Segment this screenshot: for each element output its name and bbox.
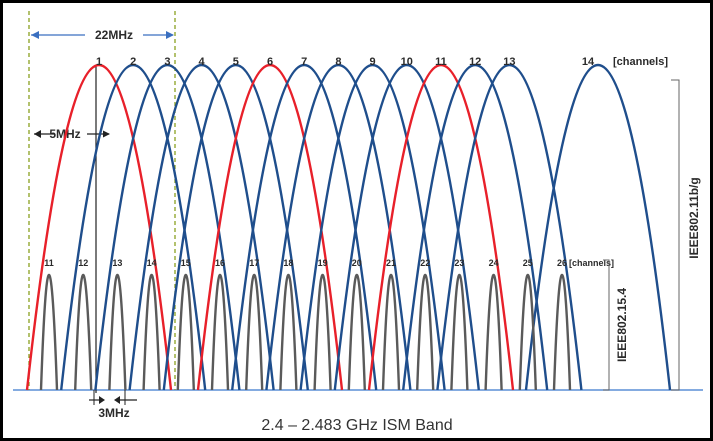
wifi-channel-curve-3 — [94, 64, 241, 391]
wifi-channel-curve-13 — [436, 64, 583, 391]
band-label: 2.4 – 2.483 GHz ISM Band — [261, 417, 452, 434]
wifi-channel-label-5: 5 — [233, 56, 239, 68]
zigbee-bracket — [603, 259, 610, 391]
width-arrowhead-left — [31, 31, 39, 39]
wifi-channel-curve-6 — [196, 64, 344, 391]
zigbee-channel-label-12: 12 — [78, 258, 88, 268]
zigbee-channel-label-22: 22 — [420, 258, 430, 268]
wifi-channel-curve-10 — [333, 64, 480, 391]
zigbee-channel-label-26: 26 — [557, 258, 567, 268]
zigbee-channel-label-24: 24 — [489, 258, 499, 268]
zigbee-channel-label-18: 18 — [283, 258, 293, 268]
wifi-spacing-label: 22MHz — [95, 28, 133, 42]
diagram-canvas: 22MHz 5MHz 3MHz 1 2 3 4 5 6 7 8 9 10 11 12 13 14 11 12… — [13, 11, 703, 434]
wifi-standard-label: IEEE802.11b/g — [687, 177, 701, 258]
zigbee-channel-curves — [39, 273, 572, 391]
zigbee-channel-curve-11 — [39, 273, 59, 391]
wifi-channel-label-14: 14 — [582, 56, 595, 68]
narrow-width-arrowhead-right — [114, 396, 120, 404]
wifi-channel-curve-7 — [231, 64, 378, 391]
wifi-channel-label-2: 2 — [130, 56, 136, 68]
zigbee-channel-label-13: 13 — [112, 258, 122, 268]
zigbee-standard-label: IEEE802.15.4 — [615, 288, 629, 362]
zigbee-width-label: 3MHz — [98, 406, 129, 420]
zigbee-channel-curve-24 — [484, 273, 503, 391]
wifi-channel-label-8: 8 — [335, 56, 341, 68]
wifi-channel-curve-2 — [60, 64, 207, 391]
zigbee-channel-label-23: 23 — [454, 258, 464, 268]
zigbee-channel-label-19: 19 — [318, 258, 328, 268]
wifi-channel-curve-5 — [162, 64, 309, 391]
zigbee-channel-label-11: 11 — [44, 258, 54, 268]
zigbee-channel-label-20: 20 — [352, 258, 362, 268]
wifi-channel-label-6: 6 — [267, 56, 273, 68]
wifi-channel-label-1: 1 — [96, 56, 102, 68]
zigbee-channel-label-16: 16 — [215, 258, 225, 268]
zigbee-channel-curve-21 — [381, 273, 401, 391]
wifi-channel-curve-8 — [265, 64, 412, 391]
wifi-channel-label-10: 10 — [401, 56, 413, 68]
wifi-channel-curves — [25, 64, 672, 391]
wifi-channel-curve-1 — [25, 64, 173, 391]
zigbee-channel-curve-14 — [142, 273, 161, 391]
zigbee-channel-label-15: 15 — [181, 258, 191, 268]
zigbee-channel-curve-23 — [450, 273, 469, 391]
zigbee-channel-curve-20 — [347, 273, 366, 391]
wifi-channel-label-3: 3 — [164, 56, 170, 68]
zigbee-channel-label-21: 21 — [386, 258, 396, 268]
wifi-channel-label-13: 13 — [503, 56, 515, 68]
zigbee-channel-curve-19 — [313, 273, 332, 391]
wifi-channel-label-4: 4 — [199, 56, 206, 68]
wifi-channel-curve-4 — [128, 64, 275, 391]
zigbee-channel-label-25: 25 — [523, 258, 533, 268]
zigbee-channel-curve-18 — [279, 273, 298, 391]
wifi-channel-label-9: 9 — [370, 56, 376, 68]
wifi-channels-suffix: [channels] — [613, 56, 668, 68]
zigbee-channel-labels: 11 12 13 14 15 16 17 18 19 20 21 22 23 24 25 26 — [44, 258, 567, 268]
zigbee-channel-curve-17 — [245, 273, 264, 391]
wifi-channel-labels: 1 2 3 4 5 6 7 8 9 10 11 12 13 14 — [96, 56, 595, 68]
zigbee-channel-curve-16 — [210, 273, 230, 391]
wifi-channel-label-12: 12 — [469, 56, 481, 68]
spacing-arrowhead-left — [34, 130, 41, 138]
wifi-channel-curve-11 — [367, 64, 515, 391]
zigbee-channel-curve-12 — [74, 273, 93, 391]
wifi-channel-label-7: 7 — [301, 56, 307, 68]
zigbee-channel-curve-15 — [176, 273, 195, 391]
zigbee-channel-label-14: 14 — [147, 258, 157, 268]
narrow-width-arrowhead-left — [99, 396, 105, 404]
zigbee-channel-curve-22 — [416, 273, 435, 391]
zigbee-channel-label-17: 17 — [249, 258, 259, 268]
wifi-channel-curve-12 — [402, 64, 549, 391]
zigbee-channel-curve-13 — [108, 273, 127, 391]
wifi-channel-curve-9 — [299, 64, 446, 391]
zigbee-channel-curve-25 — [518, 273, 537, 391]
wifi-bracket — [671, 79, 680, 391]
zigbee-channel-curve-26 — [552, 273, 572, 391]
wifi-channel-curve-14 — [524, 64, 672, 391]
zigbee-channels-suffix: [channels] — [569, 258, 614, 268]
wifi-channel-label-11: 11 — [435, 56, 447, 68]
